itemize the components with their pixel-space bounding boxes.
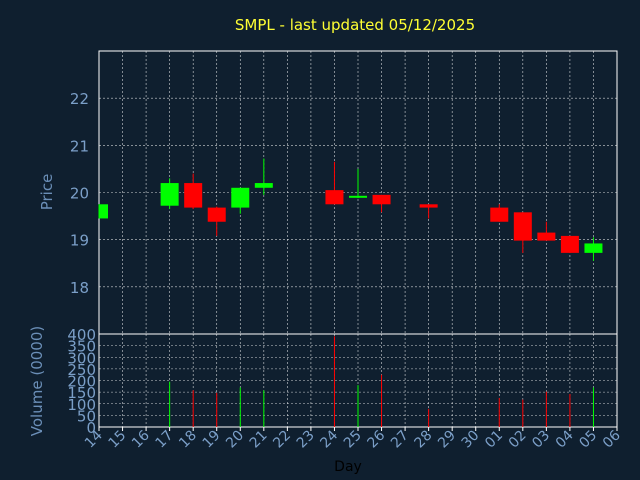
- x-ticks: 14 15 16 17 18 19 20 21 22 23 24 25 26 27 28 29 30 01 02 03…: [82, 427, 624, 451]
- price-tick-label: 20: [70, 185, 89, 203]
- candle-body: [325, 190, 344, 205]
- candle-body: [537, 232, 556, 241]
- candle-body: [207, 207, 226, 222]
- x-axis-label: Day: [334, 459, 362, 475]
- candle-body: [419, 204, 438, 208]
- price-y-ticks: 18 19 20 21 22: [70, 90, 89, 297]
- candle-body: [99, 204, 108, 219]
- volume-tick-label: 300: [67, 349, 96, 367]
- volume-tick-label: 100: [67, 396, 96, 414]
- volume-tick-label: 0: [86, 419, 96, 437]
- volume-bars: [169, 336, 594, 427]
- volume-tick-label: 350: [67, 338, 96, 356]
- candle-body: [584, 243, 603, 253]
- volume-tick-label: 400: [67, 326, 96, 344]
- candle-body: [184, 183, 203, 208]
- volume-tick-label: 50: [77, 407, 96, 425]
- candle-body: [254, 183, 273, 188]
- candle-body: [349, 195, 367, 198]
- volume-tick-label: 250: [67, 361, 96, 379]
- volume-axis-label: Volume (0000): [28, 326, 46, 436]
- volume-tick-label: 150: [67, 384, 96, 402]
- price-tick-label: 19: [70, 232, 89, 250]
- price-tick-label: 18: [70, 279, 89, 297]
- candle-body: [513, 212, 532, 241]
- candle-body: [490, 207, 509, 222]
- candle-body: [160, 183, 179, 206]
- chart-title: SMPL - last updated 05/12/2025: [235, 16, 475, 34]
- price-axis-label: Price: [38, 174, 56, 211]
- candles: [98, 158, 603, 261]
- candle-body: [231, 187, 250, 208]
- volume-tick-label: 200: [67, 373, 96, 391]
- price-tick-label: 21: [70, 137, 89, 155]
- price-tick-label: 22: [70, 90, 89, 108]
- candle-body: [372, 194, 391, 205]
- candle-body: [560, 235, 579, 253]
